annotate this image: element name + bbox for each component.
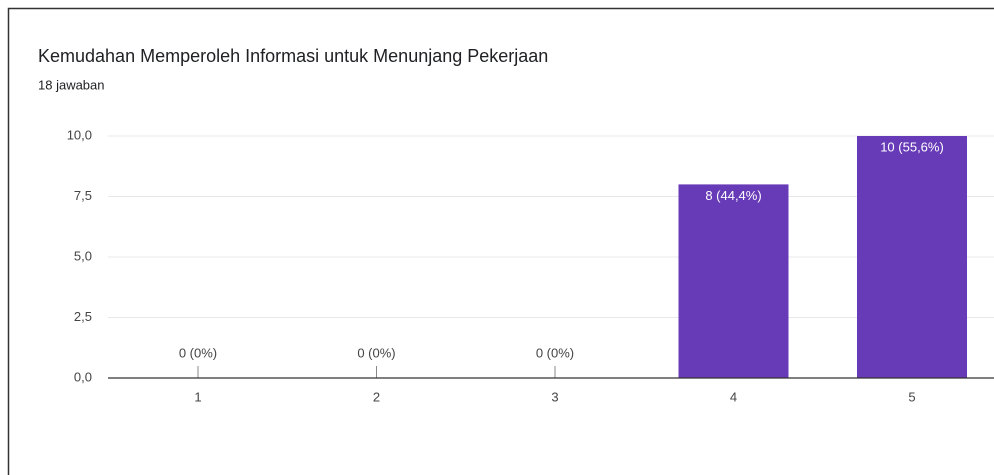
y-tick-label: 10,0: [67, 127, 92, 142]
x-tick-label: 5: [908, 389, 915, 404]
x-tick-label: 2: [373, 389, 380, 404]
y-tick-label: 5,0: [74, 248, 92, 263]
x-tick-label: 4: [730, 389, 737, 404]
data-label: 0 (0%): [179, 345, 217, 360]
data-label: 8 (44,4%): [705, 188, 761, 203]
y-tick-label: 0,0: [74, 369, 92, 384]
x-tick-label: 1: [194, 389, 201, 404]
bar: [678, 184, 789, 378]
data-label: 10 (55,6%): [880, 139, 944, 154]
x-tick-label: 3: [551, 389, 558, 404]
y-tick-label: 2,5: [74, 309, 92, 324]
data-label: 0 (0%): [536, 345, 574, 360]
chart-title: Kemudahan Memperoleh Informasi untuk Men…: [38, 46, 548, 66]
data-label: 0 (0%): [357, 345, 395, 360]
y-tick-label: 7,5: [74, 188, 92, 203]
bar: [857, 136, 967, 378]
card: [7, 7, 994, 475]
chart-subtitle: 18 jawaban: [38, 77, 105, 92]
